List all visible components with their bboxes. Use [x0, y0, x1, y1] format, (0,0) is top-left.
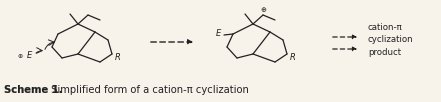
Text: ⊕: ⊕ [17, 54, 22, 59]
Text: ⊕: ⊕ [260, 7, 266, 13]
Text: E: E [215, 29, 220, 38]
Text: R: R [290, 54, 296, 63]
Text: Simplified form of a cation-π cyclization: Simplified form of a cation-π cyclizatio… [48, 85, 249, 95]
Text: E: E [26, 52, 32, 60]
Text: Scheme 1. Simplified form of a cation-π cyclization: Scheme 1. Simplified form of a cation-π … [4, 85, 293, 95]
Text: Scheme 1.: Scheme 1. [4, 85, 63, 95]
Text: cation-π
cyclization
product: cation-π cyclization product [368, 23, 414, 57]
Text: Scheme 1.: Scheme 1. [4, 85, 63, 95]
Text: R: R [115, 54, 121, 63]
